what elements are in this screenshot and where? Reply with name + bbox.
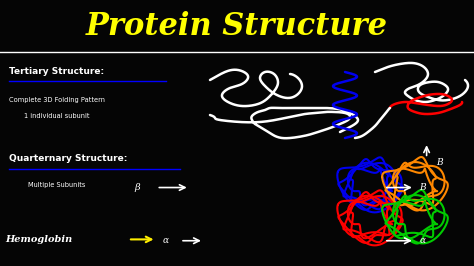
Text: B: B <box>419 183 426 192</box>
Text: Quarternary Structure:: Quarternary Structure: <box>9 154 128 163</box>
Text: Protein Structure: Protein Structure <box>86 11 388 42</box>
Text: Complete 3D Folding Pattern: Complete 3D Folding Pattern <box>9 97 106 103</box>
Text: Tertiary Structure:: Tertiary Structure: <box>9 67 105 76</box>
Text: 1 individual subunit: 1 individual subunit <box>24 113 89 119</box>
Text: α: α <box>419 236 426 245</box>
Text: α: α <box>163 236 169 245</box>
Text: Multiple Subunits: Multiple Subunits <box>28 182 86 188</box>
Text: B: B <box>436 158 443 167</box>
Text: Hemoglobin: Hemoglobin <box>5 235 72 244</box>
Text: β: β <box>135 183 140 192</box>
